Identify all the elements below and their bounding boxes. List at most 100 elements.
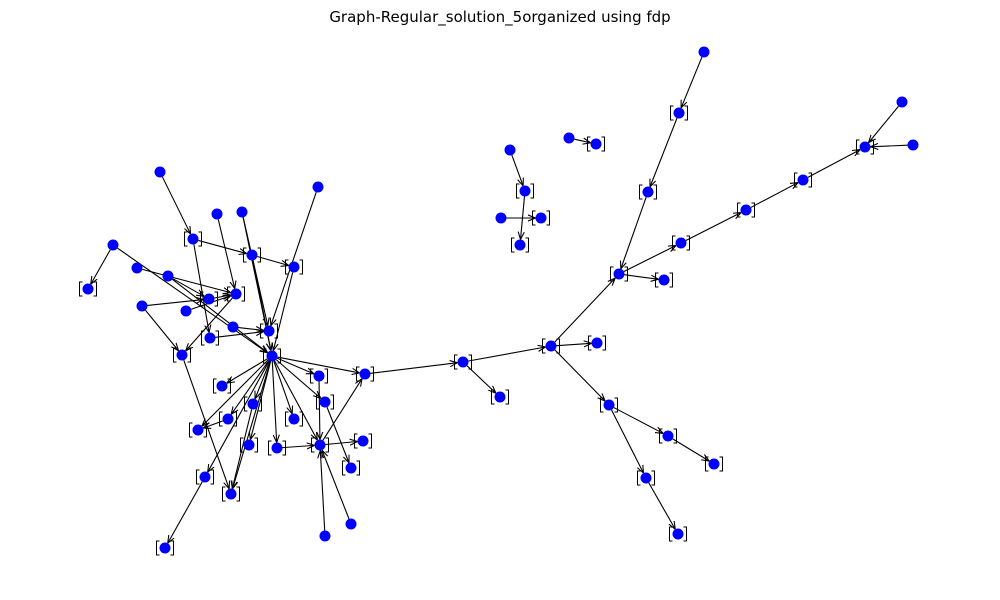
graph-node [82,283,94,295]
arrow-bracket-mark [285,411,303,427]
graph-edge [172,278,267,352]
graph-edge [161,176,190,234]
arrow-bracket-mark [260,323,278,339]
arrow-bracket-mark [310,368,328,384]
arrow-bracket-mark [511,237,529,253]
arrow-bracket-mark [532,210,550,226]
graph-edge [623,245,676,273]
graph-node [603,399,615,411]
graph-edge [468,347,545,362]
arrow-bracket-mark [243,247,261,263]
graph-edge [145,309,178,350]
graph-node [312,181,324,193]
graph-edge [273,272,294,350]
graph-node [313,370,325,382]
graph-title: Graph-Regular_solution_5organized using … [329,8,671,26]
arrow-bracket-mark [587,136,605,152]
graph-node [162,270,174,282]
graph-edge [554,349,605,401]
graph-node [357,435,369,447]
arrow-bracket-mark [263,348,281,364]
arrow-bracket-mark [184,231,202,247]
graph-edge [556,343,591,345]
graph-node [345,462,357,474]
graph-node [236,206,248,218]
arrow-bracket-mark [672,235,690,251]
graph-node [708,458,720,470]
graph-node [225,488,237,500]
graph-node [222,413,234,425]
graph-edge [168,481,203,543]
graph-node [642,186,654,198]
graph-node [640,472,652,484]
graph-node [180,305,192,317]
graph-edge [624,274,658,280]
graph-node [359,368,371,380]
graph-node [107,239,119,251]
arrow-bracket-mark [705,456,723,472]
arrow-bracket-mark [856,139,874,155]
arrow-bracket-mark [268,440,286,456]
graph-node [675,237,687,249]
graph-node [216,380,228,392]
arrow-bracket-mark [200,291,218,307]
graph-edge [257,255,288,266]
graph-edge [186,297,233,351]
graph-edge [274,360,318,440]
arrow-bracket-mark [196,469,214,485]
graph-node [504,144,516,156]
arrow-bracket-mark [189,422,207,438]
graph-node [797,174,809,186]
graph-edge [807,150,860,178]
graph-edge [319,381,320,439]
graph-edge [370,363,457,374]
graph-edge [672,438,710,461]
graph-edge [554,278,615,343]
arrow-bracket-mark [354,433,372,449]
graph-node [514,239,526,251]
graph-node [288,413,300,425]
arrow-bracket-mark [669,526,687,542]
arrow-bracket-mark [454,354,472,370]
graph-edge [271,192,317,326]
graph-node [246,249,258,261]
graph-node [591,337,603,349]
graph-node [545,340,557,352]
graph-node [859,141,871,153]
arrow-bracket-mark [219,411,237,427]
graph-edge [198,239,246,253]
graph-node [740,204,752,216]
arrow-bracket-mark [240,437,258,453]
graph-node [314,439,326,451]
graph-edge [325,442,357,445]
graph-node [662,430,674,442]
graph-node [907,139,919,151]
graph-edge [681,56,703,108]
graph-node [199,471,211,483]
graph-edge [250,361,272,439]
graph-edge [322,450,350,520]
graph-edge [648,482,676,529]
arrow-bracket-mark [356,366,374,382]
arrow-bracket-mark [639,184,657,200]
arrow-bracket-mark [542,338,560,354]
graph-node [192,424,204,436]
graph-node [154,166,166,178]
arrow-bracket-mark [637,470,655,486]
graph-edge [255,360,271,399]
arrow-bracket-mark [600,397,618,413]
graph-edge [91,249,111,284]
graph-edge [868,105,899,143]
arrow-bracket-mark [79,281,97,297]
graph-edge [202,359,269,426]
arrow-bracket-mark [156,540,174,556]
graph-edge [142,268,230,292]
graph-edge [685,212,741,242]
arrow-bracket-mark [655,272,673,288]
graph-node [211,208,223,220]
graph-node [187,233,199,245]
graph-node [227,321,239,333]
graph-edge [275,359,321,399]
arrow-bracket-mark [588,335,606,351]
arrow-bracket-mark [285,259,303,275]
